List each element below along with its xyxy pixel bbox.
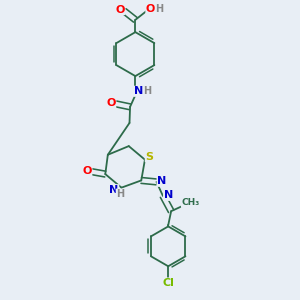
Text: CH₃: CH₃: [181, 199, 200, 208]
Text: N: N: [134, 86, 143, 96]
Text: O: O: [82, 166, 92, 176]
Text: Cl: Cl: [162, 278, 174, 288]
Text: H: H: [116, 189, 124, 199]
Text: O: O: [115, 4, 124, 15]
Text: N: N: [110, 185, 119, 195]
Text: S: S: [145, 152, 153, 162]
Text: H: H: [155, 4, 164, 14]
Text: N: N: [164, 190, 173, 200]
Text: N: N: [157, 176, 167, 186]
Text: O: O: [106, 98, 116, 108]
Text: H: H: [144, 86, 152, 96]
Text: O: O: [146, 4, 155, 14]
